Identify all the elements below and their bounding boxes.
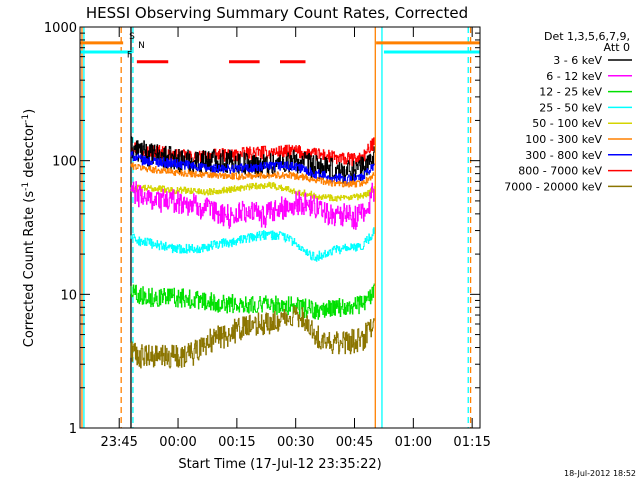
x-tick-label: 01:15 <box>453 435 490 450</box>
x-tick-label: 00:30 <box>277 435 314 450</box>
legend-label: 50 - 100 keV <box>532 117 602 130</box>
axes: 1 10 100 1000 23:45 00:00 00:15 00:30 00:45 01:00… <box>21 21 491 450</box>
state-label-f: F <box>127 51 132 61</box>
series-line-7 <box>130 283 375 320</box>
footer-timestamp: 18-Jul-2012 18:52 <box>564 469 636 478</box>
plot-frame <box>79 26 481 429</box>
x-tick-label: 23:45 <box>100 435 137 450</box>
x-tick-label: 00:45 <box>336 435 373 450</box>
y-tick-label: 10 <box>60 288 77 303</box>
legend: Det 1,3,5,6,7,9,Att 03 - 6 keV 6 - 12 keV… <box>504 30 632 193</box>
legend-header-line-2: Att 0 <box>604 41 630 54</box>
series-line-3 <box>130 162 375 188</box>
series-line-5 <box>130 181 375 230</box>
legend-label: 100 - 300 keV <box>525 133 602 146</box>
y-axis-label: Corrected Count Rate (s-1 detector-1) <box>21 109 37 347</box>
legend-label: 800 - 7000 keV <box>518 165 602 178</box>
legend-label: 7000 - 20000 keV <box>504 180 602 193</box>
y-axis-label-part: Corrected Count Rate (s <box>22 191 37 348</box>
y-tick-label: 1 <box>69 422 77 437</box>
series-line-2 <box>130 151 375 185</box>
state-label-s: S <box>129 32 135 42</box>
y-axis-label-part: detector <box>22 122 37 182</box>
legend-label: 25 - 50 keV <box>539 101 602 114</box>
y-axis-label-part: -1 <box>21 182 31 191</box>
x-tick-label: 00:00 <box>159 435 196 450</box>
legend-label: 3 - 6 keV <box>553 54 602 67</box>
y-axis-label-part: ) <box>22 109 37 114</box>
legend-header-line-1: Det 1,3,5,6,7,9, <box>544 30 630 43</box>
y-tick-label: 100 <box>52 155 77 170</box>
legend-label: 12 - 25 keV <box>539 86 602 99</box>
x-axis-label: Start Time (17-Jul-12 23:35:22) <box>178 457 381 472</box>
state-label-n: N <box>138 41 145 51</box>
chart-title: HESSI Observing Summary Count Rates, Cor… <box>86 4 468 22</box>
legend-label: 300 - 800 keV <box>525 149 602 162</box>
plot-area: SNF <box>80 27 480 428</box>
y-tick-label: 1000 <box>44 21 77 36</box>
legend-label: 6 - 12 keV <box>546 70 602 83</box>
series-line-8 <box>130 305 375 369</box>
y-axis-label-part: -1 <box>21 114 31 123</box>
series-line-4 <box>130 181 375 202</box>
x-tick-label: 01:00 <box>395 435 432 450</box>
x-tick-label: 00:15 <box>218 435 255 450</box>
series-line-6 <box>130 227 375 262</box>
